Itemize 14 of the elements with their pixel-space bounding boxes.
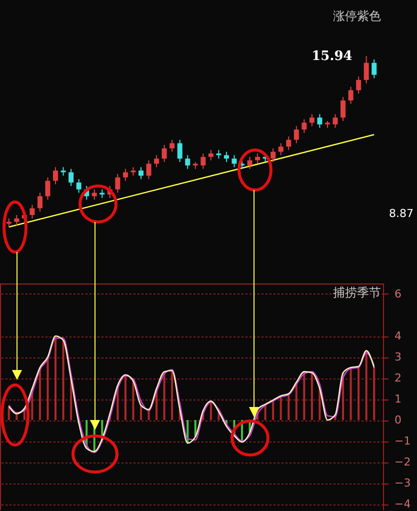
chart-title: 捕捞季节 <box>333 286 381 300</box>
y-tick-label: 3 <box>394 350 402 364</box>
y-tick-label: 1 <box>394 392 402 406</box>
text: 8.87 <box>389 207 414 220</box>
y-tick-label: −3 <box>394 476 411 490</box>
y-tick-label: 4 <box>394 330 402 342</box>
annotation: 15.94 <box>312 49 352 64</box>
y-tick-label: 0 <box>394 413 402 426</box>
y-tick-label: −4 <box>394 497 411 510</box>
chart-title: 涨停紫色 <box>333 9 381 23</box>
y-tick-label: −1 <box>394 434 411 448</box>
y-tick-label: −2 <box>394 455 411 468</box>
y-tick-label: 6 <box>394 288 402 300</box>
y-tick-label: 2 <box>394 372 402 384</box>
